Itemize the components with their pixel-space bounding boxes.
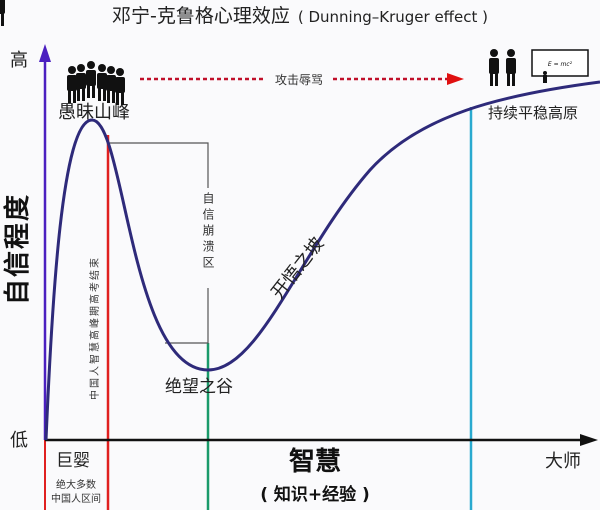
x-axis-label: 智慧: [289, 447, 341, 477]
x-axis-arrow-icon: [580, 434, 598, 446]
attack-label: 攻击辱骂: [275, 73, 323, 87]
x-end-label: 大师: [545, 451, 581, 472]
majority-line2: 中国人区间: [51, 492, 101, 505]
slope-label: 开悟之坡: [267, 233, 328, 303]
y-axis-label: 自信程度: [2, 193, 33, 305]
y-low-label: 低: [10, 430, 28, 451]
title: 邓宁-克鲁格心理效应( Dunning–Kruger effect ): [112, 5, 488, 27]
peak-label: 愚昧山峰: [58, 102, 130, 123]
collapse-label-bg: [199, 188, 217, 288]
x-start-label: 巨婴: [56, 451, 90, 471]
attack-arrow-head-icon: [447, 73, 464, 85]
x-axis-sublabel: ( 知识+经验 ): [260, 484, 370, 505]
red-line-note: 中国人智慧高峰期高考结束: [88, 256, 101, 400]
y-axis-arrow-icon: [39, 44, 51, 62]
collapse-label: 自信崩溃区: [201, 192, 215, 272]
plateau-label: 持续平稳高原: [488, 104, 578, 122]
blackboard-icon: E = mc²: [531, 49, 589, 83]
y-high-label: 高: [10, 50, 28, 71]
majority-line1: 绝大多数: [56, 478, 96, 491]
confidence-curve: [44, 80, 600, 441]
collapse-bracket: [108, 142, 209, 344]
svg-text:E = mc²: E = mc²: [548, 61, 573, 68]
crowd-icon: [0, 0, 125, 105]
valley-label: 绝望之谷: [165, 377, 233, 397]
people-icon: [489, 49, 516, 86]
